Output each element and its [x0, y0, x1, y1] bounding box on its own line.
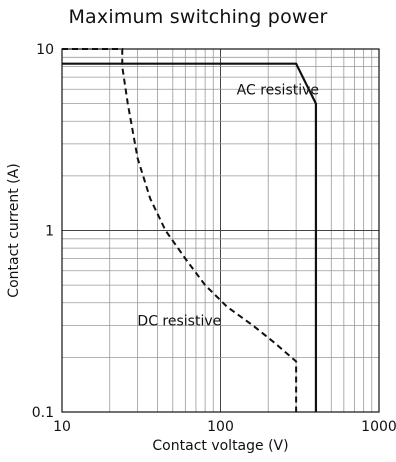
x-tick-label: 1000 [361, 419, 396, 435]
grid-lines [62, 49, 379, 412]
annotations: AC resistive DC resistive [137, 83, 319, 330]
y-tick-label: 10 [36, 42, 54, 58]
x-axis-label: Contact voltage (V) [152, 438, 288, 454]
y-tick-label: 0.1 [32, 405, 54, 421]
plot-frame [61, 48, 380, 413]
series-line-dc-resistive [62, 48, 298, 412]
y-tick-labels: 10 1 0.1 [32, 42, 54, 421]
data-series [62, 48, 318, 412]
x-tick-labels: 10 100 1000 [53, 419, 396, 435]
series-line-ac-resistive [62, 62, 318, 412]
chart-title: Maximum switching power [68, 6, 328, 28]
y-tick-label: 1 [45, 224, 54, 240]
x-tick-label: 10 [53, 419, 71, 435]
annotation-label: AC resistive [237, 83, 319, 99]
y-axis-label: Contact current (A) [6, 163, 22, 297]
annotation-label: DC resistive [137, 313, 221, 329]
x-tick-label: 100 [207, 419, 234, 435]
